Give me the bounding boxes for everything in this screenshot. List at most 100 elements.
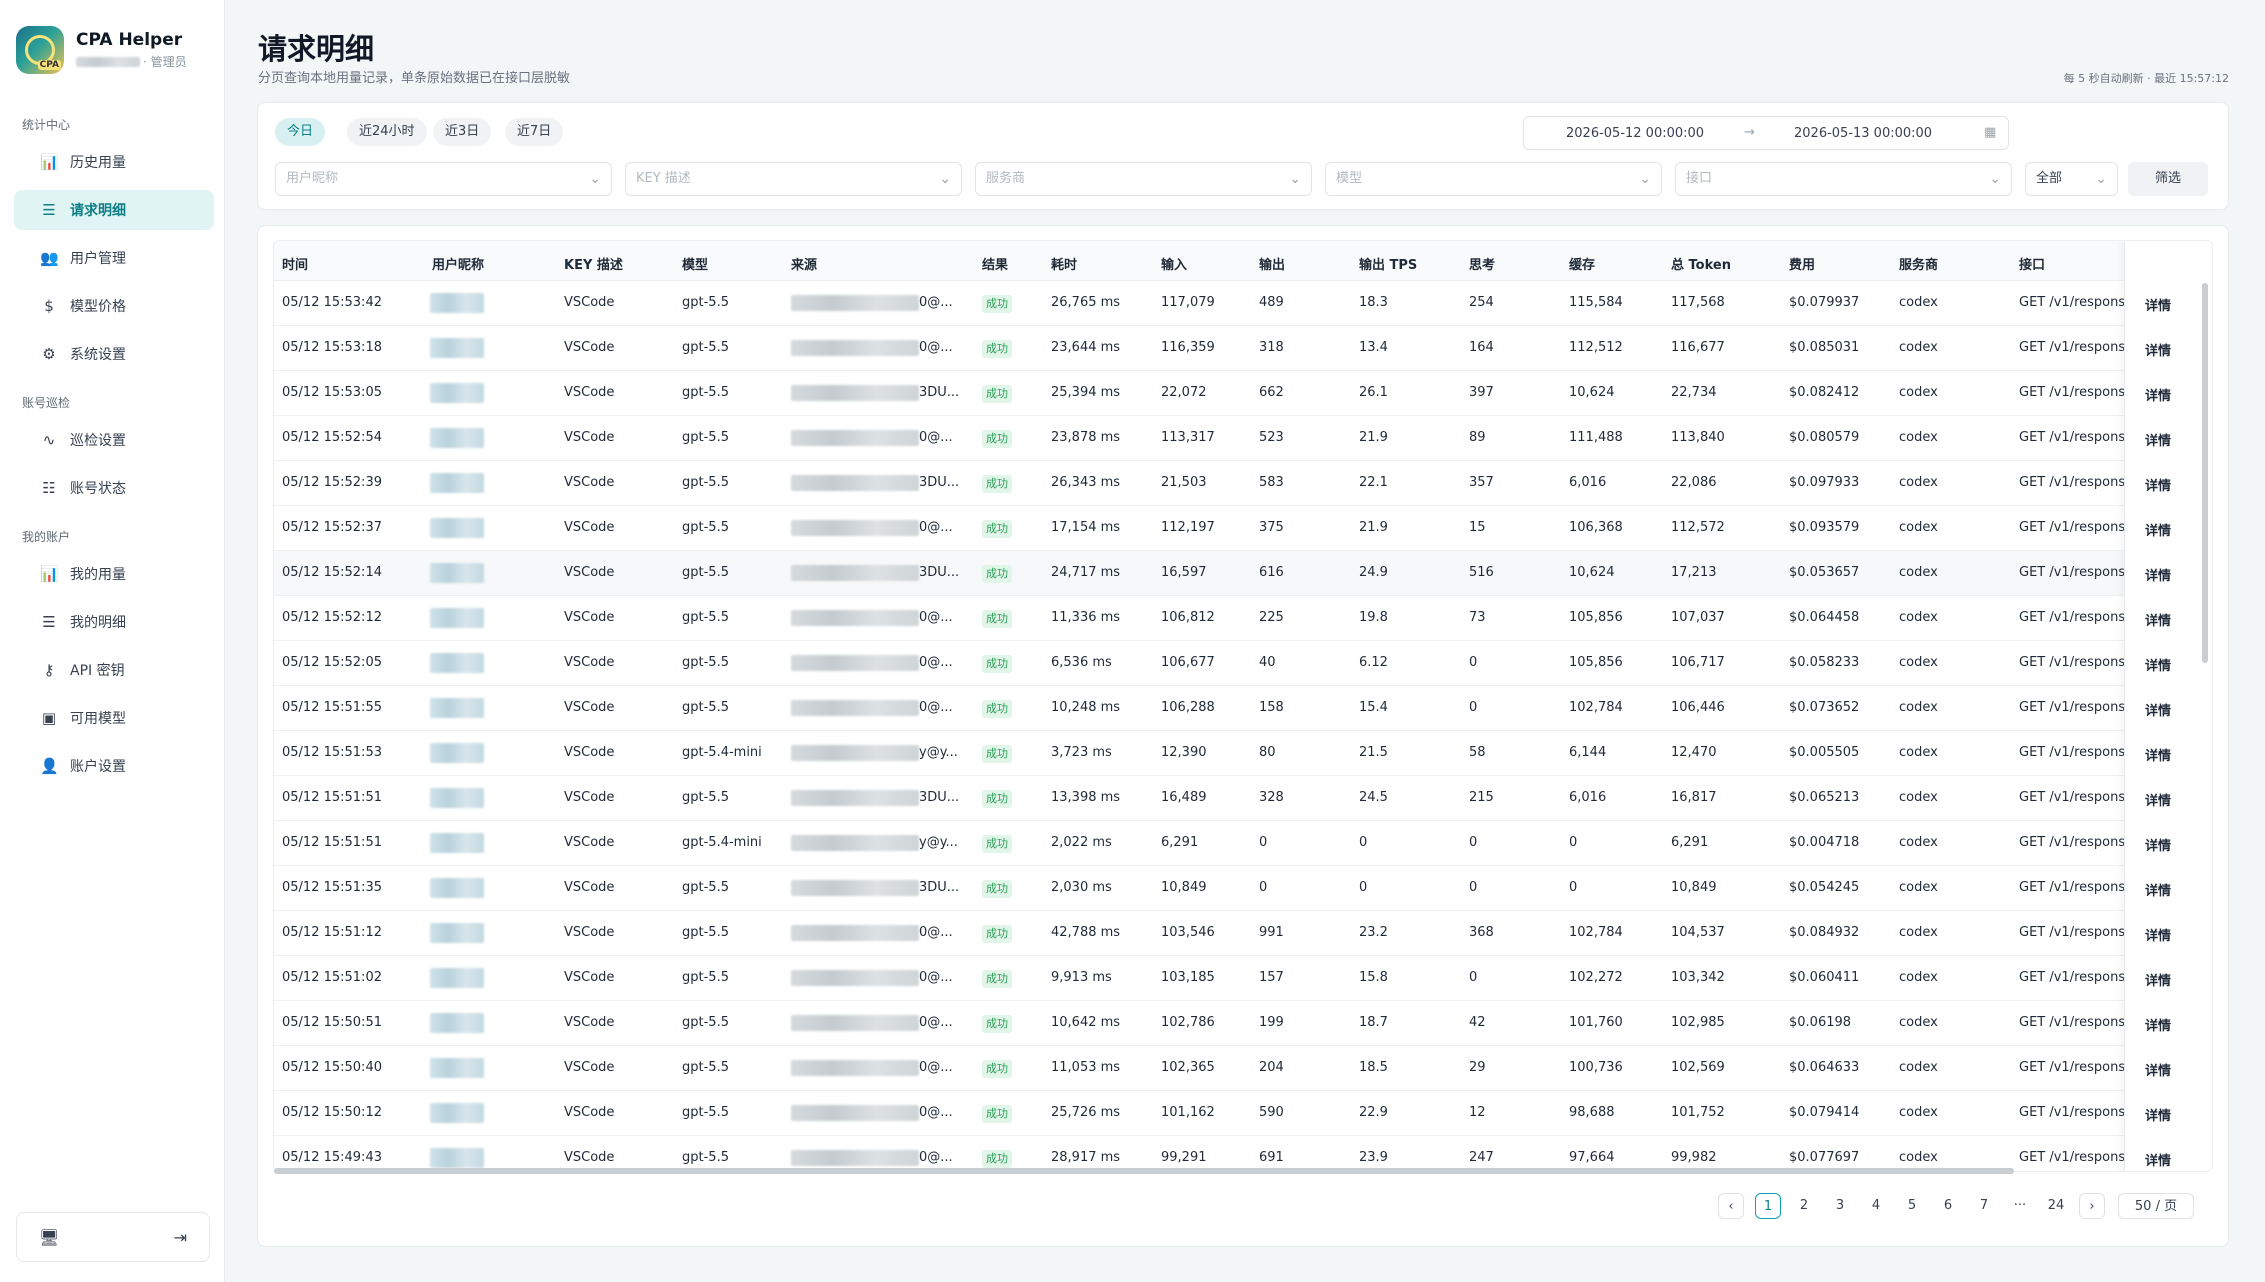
filter-key-select[interactable]: KEY 描述 ⌄ [625,162,962,196]
detail-link[interactable]: 详情 [2145,479,2172,494]
table-row[interactable]: 05/12 15:53:42 VSCode gpt-5.5 0@... 成功 26,765… [274,281,2212,326]
range-3d[interactable]: 近3日 [433,118,492,146]
detail-link[interactable]: 详情 [2145,1109,2172,1124]
table-row[interactable]: 05/12 15:51:35 VSCode gpt-5.5 3DU... 成功 2,030… [274,866,2212,911]
detail-link[interactable]: 详情 [2145,749,2172,764]
sidebar-item[interactable]: ☰ 请求明细 [14,190,214,230]
column-header[interactable]: 输出 TPS [1359,258,1418,273]
detail-link[interactable]: 详情 [2145,434,2172,449]
filter-user-select[interactable]: 用户昵称 ⌄ [275,162,612,196]
date-range-picker[interactable]: 2026-05-12 00:00:00 → 2026-05-13 00:00:0… [1523,116,2009,150]
column-header[interactable]: 时间 [282,258,309,273]
cell-out: 616 [1259,565,1284,580]
sidebar-item[interactable]: ☰ 我的明细 [14,602,214,642]
sidebar-item[interactable]: $ 模型价格 [14,286,214,326]
page-button[interactable]: ··· [2013,1198,2027,1213]
detail-link[interactable]: 详情 [2145,569,2172,584]
filter-provider-select[interactable]: 服务商 ⌄ [975,162,1312,196]
detail-link[interactable]: 详情 [2145,794,2172,809]
table-row[interactable]: 05/12 15:52:54 VSCode gpt-5.5 0@... 成功 23,878… [274,416,2212,461]
column-header[interactable]: 费用 [1789,258,1816,273]
sidebar-item[interactable]: 📊 历史用量 [14,142,214,182]
page-button[interactable]: 24 [2047,1198,2065,1213]
page-button[interactable]: 3 [1835,1198,1845,1213]
detail-link[interactable]: 详情 [2145,299,2172,314]
date-start[interactable]: 2026-05-12 00:00:00 [1566,126,1705,141]
page-size-select[interactable]: 50 / 页 [2118,1193,2194,1219]
detail-link[interactable]: 详情 [2145,974,2172,989]
detail-link[interactable]: 详情 [2145,1064,2172,1079]
sidebar-item[interactable]: ☷ 账号状态 [14,468,214,508]
detail-link[interactable]: 详情 [2145,839,2172,854]
table-row[interactable]: 05/12 15:51:51 VSCode gpt-5.5 3DU... 成功 13,39… [274,776,2212,821]
column-header[interactable]: 输出 [1259,258,1286,273]
range-7d[interactable]: 近7日 [505,118,564,146]
detail-link[interactable]: 详情 [2145,524,2172,539]
column-header[interactable]: 来源 [791,258,818,273]
table-row[interactable]: 05/12 15:52:12 VSCode gpt-5.5 0@... 成功 11,336… [274,596,2212,641]
table-row[interactable]: 05/12 15:50:51 VSCode gpt-5.5 0@... 成功 10,642… [274,1001,2212,1046]
vertical-scrollbar[interactable] [2202,283,2208,663]
column-header[interactable]: 思考 [1469,258,1496,273]
column-header[interactable]: 结果 [982,258,1009,273]
table-row[interactable]: 05/12 15:49:43 VSCode gpt-5.5 0@... 成功 28,917… [274,1136,2212,1171]
detail-link[interactable]: 详情 [2145,884,2172,899]
column-header[interactable]: 用户昵称 [432,258,485,273]
table-row[interactable]: 05/12 15:53:18 VSCode gpt-5.5 0@... 成功 23,644… [274,326,2212,371]
page-button[interactable]: 4 [1871,1198,1881,1213]
filter-model-select[interactable]: 模型 ⌄ [1325,162,1662,196]
page-button[interactable]: 1 [1755,1193,1781,1219]
prev-page-button[interactable]: ‹ [1718,1193,1744,1219]
table-row[interactable]: 05/12 15:52:14 VSCode gpt-5.5 3DU... 成功 24,71… [274,551,2212,596]
detail-link[interactable]: 详情 [2145,389,2172,404]
range-24h[interactable]: 近24小时 [347,118,427,146]
sidebar-item[interactable]: 👤 账户设置 [14,746,214,786]
table-row[interactable]: 05/12 15:51:12 VSCode gpt-5.5 0@... 成功 42,788… [274,911,2212,956]
next-page-button[interactable]: › [2079,1193,2105,1219]
horizontal-scrollbar[interactable] [274,1168,2014,1174]
column-header[interactable]: 缓存 [1569,258,1596,273]
detail-link[interactable]: 详情 [2145,344,2172,359]
table-row[interactable]: 05/12 15:52:05 VSCode gpt-5.5 0@... 成功 6,536 … [274,641,2212,686]
sidebar-item[interactable]: ∿ 巡检设置 [14,420,214,460]
filter-scope-select[interactable]: 全部 ⌄ [2025,162,2118,196]
sidebar-item[interactable]: ⚷ API 密钥 [14,650,214,690]
sidebar-item[interactable]: ⚙ 系统设置 [14,334,214,374]
filter-endpoint-select[interactable]: 接口 ⌄ [1675,162,2012,196]
monitor-icon[interactable]: 🖥 [39,1227,60,1247]
detail-link[interactable]: 详情 [2145,659,2172,674]
detail-link[interactable]: 详情 [2145,614,2172,629]
table-row[interactable]: 05/12 15:51:02 VSCode gpt-5.5 0@... 成功 9,913 … [274,956,2212,1001]
date-end[interactable]: 2026-05-13 00:00:00 [1794,126,1933,141]
table-row[interactable]: 05/12 15:51:53 VSCode gpt-5.4-mini y@y... 成功… [274,731,2212,776]
table-row[interactable]: 05/12 15:51:55 VSCode gpt-5.5 0@... 成功 10,248… [274,686,2212,731]
table-row[interactable]: 05/12 15:51:51 VSCode gpt-5.4-mini y@y... 成功… [274,821,2212,866]
detail-link[interactable]: 详情 [2145,1154,2172,1169]
sidebar-item[interactable]: ▣ 可用模型 [14,698,214,738]
detail-link[interactable]: 详情 [2145,704,2172,719]
sidebar-item[interactable]: 👥 用户管理 [14,238,214,278]
range-today[interactable]: 今日 [275,118,326,146]
column-header[interactable]: 接口 [2019,258,2046,273]
filter-button[interactable]: 筛选 [2128,162,2208,196]
logout-icon[interactable]: ⇥ [173,1227,187,1247]
column-header[interactable]: 模型 [682,258,709,273]
cell-ep: GET /v1/responses [2019,295,2124,310]
column-header[interactable]: 输入 [1161,258,1188,273]
table-row[interactable]: 05/12 15:52:37 VSCode gpt-5.5 0@... 成功 17,154… [274,506,2212,551]
page-button[interactable]: 2 [1799,1198,1809,1213]
column-header[interactable]: 总 Token [1671,258,1731,273]
page-button[interactable]: 5 [1907,1198,1917,1213]
table-row[interactable]: 05/12 15:50:12 VSCode gpt-5.5 0@... 成功 25,726… [274,1091,2212,1136]
table-row[interactable]: 05/12 15:53:05 VSCode gpt-5.5 3DU... 成功 25,39… [274,371,2212,416]
column-header[interactable]: 服务商 [1899,258,1939,273]
detail-link[interactable]: 详情 [2145,929,2172,944]
page-button[interactable]: 7 [1979,1198,1989,1213]
table-row[interactable]: 05/12 15:50:40 VSCode gpt-5.5 0@... 成功 11,053… [274,1046,2212,1091]
column-header[interactable]: 耗时 [1051,258,1078,273]
page-button[interactable]: 6 [1943,1198,1953,1213]
detail-link[interactable]: 详情 [2145,1019,2172,1034]
sidebar-item[interactable]: 📊 我的用量 [14,554,214,594]
table-row[interactable]: 05/12 15:52:39 VSCode gpt-5.5 3DU... 成功 26,34… [274,461,2212,506]
column-header[interactable]: KEY 描述 [564,258,623,273]
